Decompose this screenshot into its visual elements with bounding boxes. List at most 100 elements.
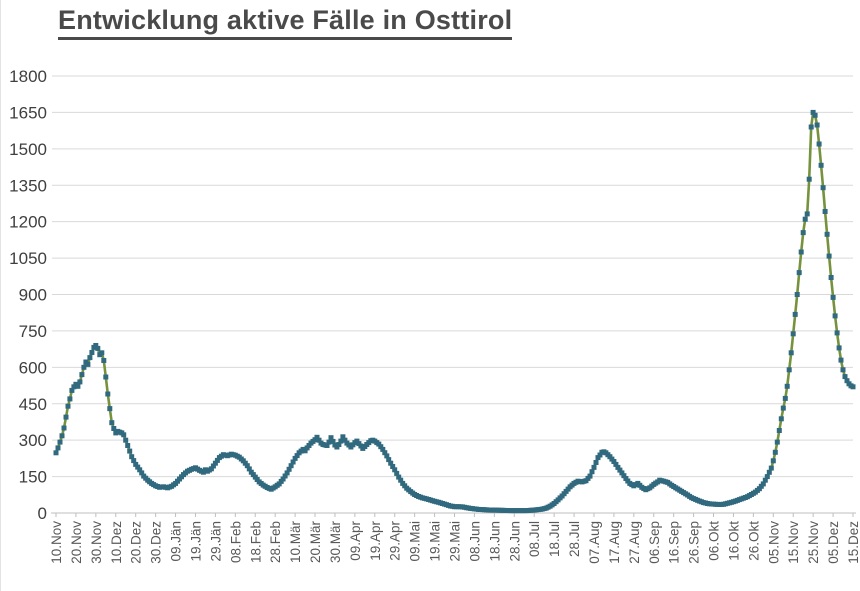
data-point-marker bbox=[814, 122, 820, 128]
data-point-marker bbox=[396, 474, 402, 480]
data-point-marker bbox=[302, 448, 308, 454]
data-point-marker bbox=[382, 450, 388, 456]
x-axis-tick-label: 18.Jun bbox=[487, 521, 502, 562]
data-point-marker bbox=[597, 452, 603, 458]
data-point-marker bbox=[376, 441, 382, 447]
x-axis-tick-label: 10.Mär bbox=[288, 521, 303, 564]
data-point-marker bbox=[95, 345, 101, 351]
data-point-marker bbox=[832, 313, 838, 319]
y-axis-tick-label: 300 bbox=[19, 431, 47, 450]
data-point-marker bbox=[380, 446, 386, 452]
data-point-marker bbox=[844, 378, 850, 384]
data-point-marker bbox=[388, 460, 394, 466]
data-point-markers bbox=[53, 109, 856, 514]
data-point-marker bbox=[796, 270, 802, 276]
x-axis-tick-label: 28.Jul bbox=[567, 521, 582, 557]
data-point-marker bbox=[800, 230, 806, 236]
data-point-marker bbox=[290, 459, 296, 465]
data-point-marker bbox=[772, 449, 778, 455]
data-point-marker bbox=[615, 464, 621, 470]
x-axis-tick-label: 20.Dez bbox=[129, 521, 144, 564]
data-point-marker bbox=[109, 420, 115, 426]
data-point-marker bbox=[804, 211, 810, 217]
x-axis-tick-label: 09.Mai bbox=[408, 521, 423, 562]
data-point-marker bbox=[294, 453, 300, 459]
data-point-marker bbox=[324, 443, 330, 448]
y-axis-tick-label: 600 bbox=[19, 358, 47, 377]
x-axis-tick-label: 09.Jän bbox=[169, 521, 184, 562]
data-point-marker bbox=[394, 470, 400, 476]
x-axis-tick-label: 26.Sep bbox=[687, 521, 702, 564]
data-point-marker bbox=[208, 466, 214, 472]
data-point-marker bbox=[798, 249, 804, 255]
x-axis-tick-label: 29.Mai bbox=[448, 521, 463, 562]
y-axis-tick-label: 450 bbox=[19, 395, 47, 414]
x-axis-tick-label: 30.Mär bbox=[328, 521, 343, 564]
data-point-marker bbox=[587, 473, 593, 479]
y-axis-tick-label: 1800 bbox=[9, 67, 47, 86]
data-point-marker bbox=[121, 432, 127, 438]
data-point-marker bbox=[838, 357, 844, 363]
data-point-marker bbox=[57, 439, 63, 445]
data-point-marker bbox=[131, 458, 137, 464]
data-point-marker bbox=[101, 358, 107, 363]
data-point-marker bbox=[774, 439, 780, 445]
data-point-marker bbox=[826, 253, 832, 259]
data-point-marker bbox=[816, 141, 822, 147]
data-point-marker bbox=[286, 466, 292, 472]
data-point-marker bbox=[135, 464, 141, 470]
data-point-marker bbox=[806, 176, 812, 182]
data-point-marker bbox=[613, 461, 619, 467]
data-point-marker bbox=[850, 384, 856, 390]
data-point-marker bbox=[326, 439, 332, 445]
data-point-marker bbox=[619, 470, 625, 476]
data-point-marker bbox=[589, 469, 595, 475]
x-axis-tick-label: 17.Aug bbox=[607, 521, 622, 564]
x-axis-tick-label: 30.Dez bbox=[149, 521, 164, 564]
y-axis-tick-label: 150 bbox=[19, 468, 47, 487]
x-axis-tick-label: 27.Aug bbox=[627, 521, 642, 564]
data-point-marker bbox=[282, 473, 288, 479]
x-axis-tick-label: 07.Aug bbox=[587, 521, 602, 564]
x-axis-tick-label: 18.Feb bbox=[248, 521, 263, 563]
data-point-marker bbox=[834, 330, 840, 336]
x-axis-tick-label: 16.Okt bbox=[726, 521, 741, 561]
data-point-marker bbox=[85, 361, 91, 367]
data-point-marker bbox=[386, 457, 392, 463]
x-axis-tick-label: 15.Dez bbox=[846, 521, 860, 564]
data-series-line bbox=[54, 111, 854, 512]
data-point-marker bbox=[760, 481, 766, 487]
data-point-marker bbox=[764, 474, 770, 480]
data-point-marker bbox=[340, 434, 346, 440]
data-point-marker bbox=[770, 458, 776, 464]
x-axis-tick-label: 18.Jul bbox=[547, 521, 562, 557]
data-point-marker bbox=[214, 457, 220, 463]
data-point-marker bbox=[246, 466, 252, 472]
x-axis-tick-label: 05.Dez bbox=[826, 521, 841, 564]
data-point-marker bbox=[338, 438, 344, 444]
x-axis-tick-label: 06.Sep bbox=[647, 521, 662, 564]
y-axis-tick-label: 0 bbox=[38, 504, 47, 523]
data-point-marker bbox=[284, 470, 290, 476]
data-point-marker bbox=[398, 477, 404, 483]
data-point-marker bbox=[768, 465, 774, 471]
data-point-marker bbox=[593, 460, 599, 465]
x-axis-tick-label: 19.Mai bbox=[428, 521, 443, 562]
data-point-marker bbox=[65, 403, 71, 409]
data-point-marker bbox=[99, 350, 105, 356]
chart-title: Entwicklung aktive Fälle in Osttirol bbox=[58, 5, 513, 40]
data-point-marker bbox=[824, 231, 830, 237]
data-point-marker bbox=[212, 460, 218, 466]
data-point-marker bbox=[782, 395, 788, 401]
data-point-marker bbox=[794, 292, 800, 297]
data-point-marker bbox=[378, 444, 384, 450]
y-axis-tick-label: 1200 bbox=[9, 213, 47, 232]
data-point-marker bbox=[103, 374, 109, 380]
data-point-marker bbox=[210, 463, 216, 469]
data-point-marker bbox=[288, 463, 294, 469]
data-point-marker bbox=[830, 294, 836, 300]
x-axis-tick-label: 20.Nov bbox=[69, 521, 84, 564]
data-point-marker bbox=[818, 162, 824, 168]
data-point-marker bbox=[595, 455, 601, 461]
data-point-marker bbox=[784, 383, 790, 389]
